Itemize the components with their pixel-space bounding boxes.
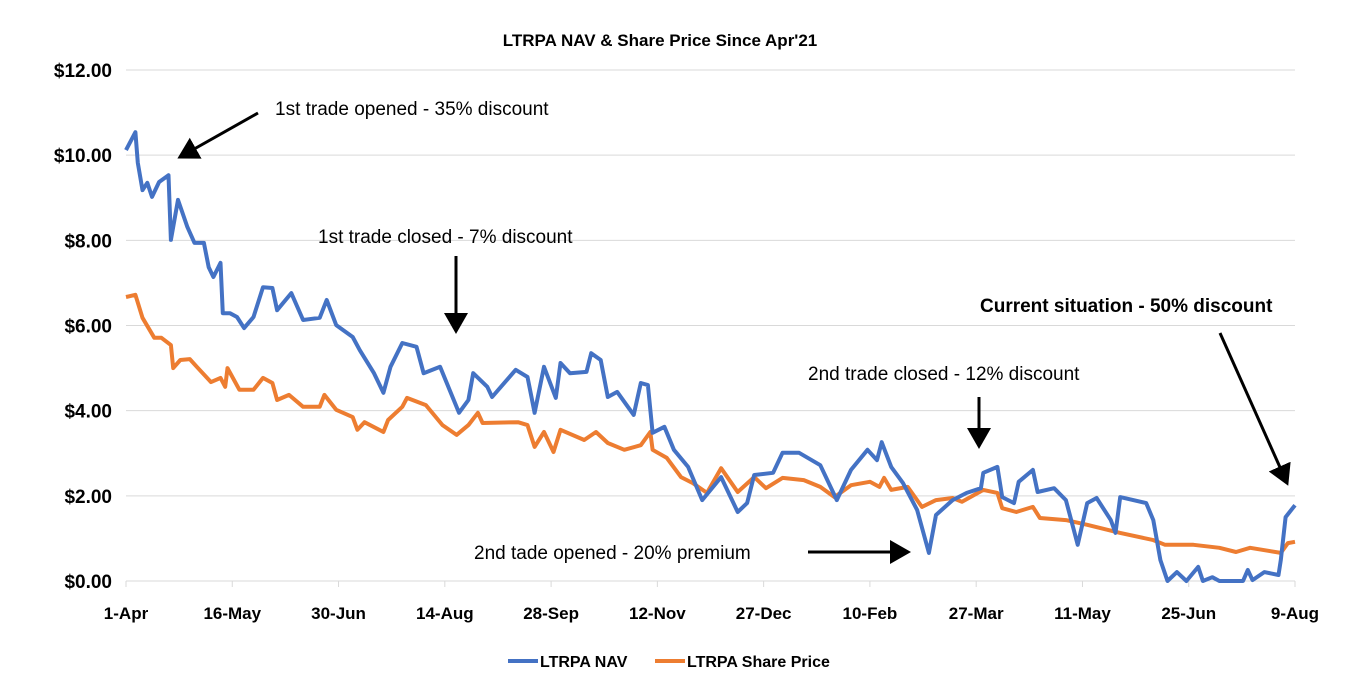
annotation-current-situation: Current situation - 50% discount <box>980 296 1291 486</box>
legend-item-share-price: LTRPA Share Price <box>655 654 830 671</box>
y-tick-label: $8.00 <box>64 231 112 252</box>
annotation-arrow <box>177 111 259 159</box>
x-tick-label: 12-Nov <box>629 604 686 623</box>
legend: LTRPA NAV LTRPA Share Price <box>508 654 830 671</box>
x-tick-label: 28-Sep <box>523 604 579 623</box>
annotation-text: 2nd trade closed - 12% discount <box>808 364 1080 385</box>
x-tick-label: 11-May <box>1054 604 1111 623</box>
y-tick-label: $4.00 <box>64 402 112 423</box>
annotation-text: 1st trade opened - 35% discount <box>275 99 549 120</box>
annotation-text: 2nd tade opened - 20% premium <box>474 543 751 564</box>
y-tick-label: $10.00 <box>54 146 112 167</box>
x-tick-label: 27-Mar <box>949 604 1004 623</box>
x-tick-label: 9-Aug <box>1271 604 1319 623</box>
x-axis: 1-Apr 16-May 30-Jun 14-Aug 28-Sep 12-Nov 27-De… <box>104 580 1319 623</box>
legend-label-share-price: LTRPA Share Price <box>687 654 830 671</box>
legend-label-nav: LTRPA NAV <box>540 654 628 671</box>
series-lines <box>124 130 1297 583</box>
legend-item-nav: LTRPA NAV <box>508 654 628 671</box>
x-tick-label: 14-Aug <box>416 604 474 623</box>
annotation-text: Current situation - 50% discount <box>980 296 1273 317</box>
annotation-2nd-trade-opened: 2nd tade opened - 20% premium <box>474 540 911 564</box>
x-tick-label: 30-Jun <box>311 604 366 623</box>
x-tick-label: 25-Jun <box>1161 604 1216 623</box>
annotation-arrow <box>1218 332 1291 486</box>
annotation-1st-trade-closed: 1st trade closed - 7% discount <box>318 227 573 334</box>
annotation-1st-trade-opened: 1st trade opened - 35% discount <box>177 99 549 159</box>
chart-title: LTRPA NAV & Share Price Since Apr'21 <box>503 31 818 50</box>
x-tick-label: 16-May <box>203 604 261 623</box>
series-line-ltrpa-nav <box>124 130 1297 583</box>
y-axis: $0.00 $2.00 $4.00 $6.00 $8.00 $10.00 $12.00 <box>54 61 112 593</box>
y-tick-label: $6.00 <box>64 317 112 338</box>
x-tick-label: 27-Dec <box>736 604 792 623</box>
y-tick-label: $0.00 <box>64 572 112 593</box>
x-tick-label: 1-Apr <box>104 604 149 623</box>
annotation-2nd-trade-closed: 2nd trade closed - 12% discount <box>808 364 1080 449</box>
x-tick-label: 10-Feb <box>843 604 898 623</box>
series-line-ltrpa-share-price <box>125 292 1296 555</box>
gridlines <box>126 69 1295 497</box>
y-tick-label: $12.00 <box>54 61 112 82</box>
y-tick-label: $2.00 <box>64 487 112 508</box>
annotation-text: 1st trade closed - 7% discount <box>318 227 573 248</box>
